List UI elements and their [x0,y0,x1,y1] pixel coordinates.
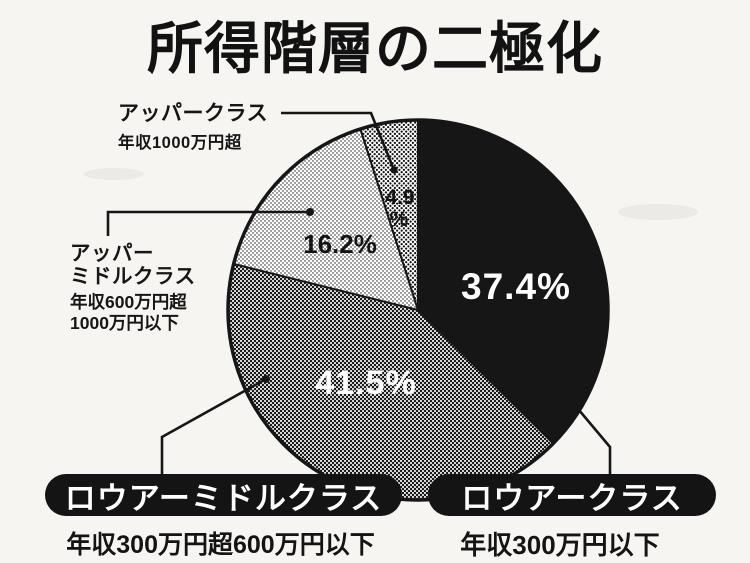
leader-upper-middle-class [106,210,310,236]
callout-upper-class: アッパークラス 年収1000万円超 [118,97,268,153]
lower-class-name: ロウアークラス [461,480,683,516]
percent-label-lower-class: 37.4% [461,266,571,307]
upper-middle-class-income-line2: 1000万円以下 [70,312,179,333]
lower-middle-class-income: 年収300万円超600万円以下 [66,531,375,559]
pie-outline [226,118,610,502]
leader-dot-lower-class [538,362,546,370]
percent-label-upper-class-sign: % [390,208,409,231]
pill-lower-class: ロウアークラス [428,474,716,516]
leader-dot-lower-middle-class [262,375,270,383]
leader-dot-upper-middle-class [306,208,314,216]
pie-slices [226,118,610,502]
upper-class-income: 年収1000万円超 [118,134,242,152]
lower-middle-class-name: ロウアーミドルクラス [64,480,383,516]
scan-smudge [618,204,698,220]
leader-upper-class [281,111,396,171]
page-title: 所得階層の二極化 [147,17,603,80]
leader-lines [106,111,612,475]
lower-class-income: 年収300万円以下 [460,530,660,560]
upper-middle-class-income-line1: 年収600万円超 [70,292,187,313]
leader-lower-middle-class [160,377,267,475]
callout-upper-middle-class: アッパー ミドルクラス 年収600万円超 1000万円以下 [70,242,196,333]
slice-percent-labels: 37.4% 41.5% 16.2% 4.9 % [303,186,571,402]
percent-label-upper-middle-class: 16.2% [303,229,377,259]
pill-lower-middle-class: ロウアーミドルクラス [45,474,402,516]
upper-class-name: アッパークラス [118,102,269,125]
upper-middle-class-name-line1: アッパー [70,242,154,265]
percent-label-upper-class-value: 4.9 [385,186,414,209]
upper-middle-class-name-line2: ミドルクラス [70,264,196,288]
leader-dot-upper-class [390,166,398,174]
scan-smudge [84,168,144,180]
percent-label-lower-middle-class: 41.5% [315,364,416,402]
leader-lower-class [541,365,612,475]
